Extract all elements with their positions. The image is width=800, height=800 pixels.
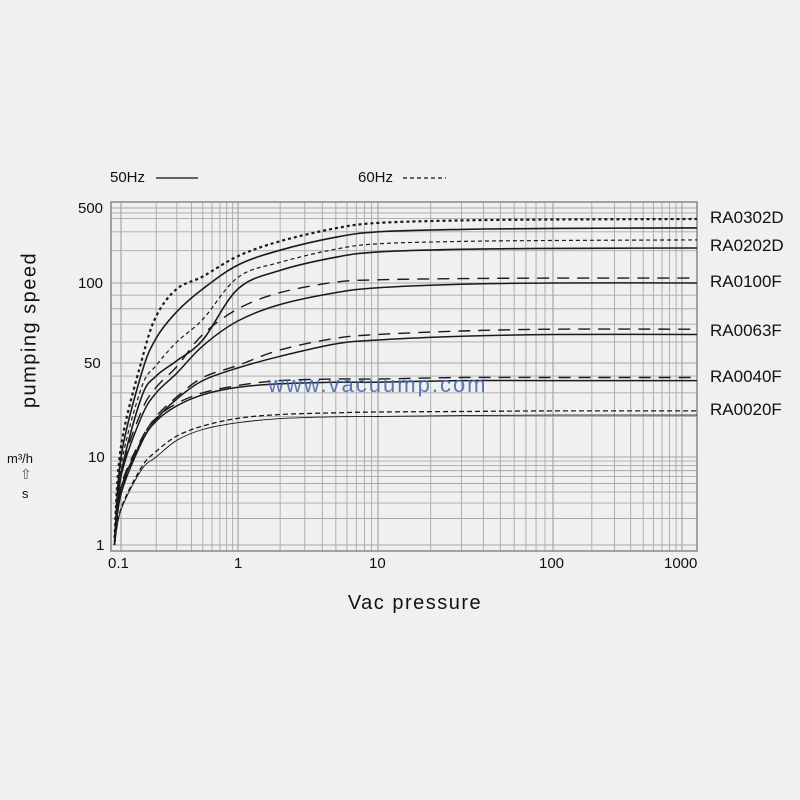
curve-ra0302d-50hz: [113, 227, 698, 546]
y-tick-label: 500: [78, 200, 104, 217]
y-tick-label: 100: [78, 275, 104, 292]
y-unit-alt-label: s: [22, 486, 29, 501]
curve-label-ra0202d: RA0202D: [710, 236, 784, 255]
legend-50hz-label: 50Hz: [110, 169, 146, 186]
curve-ra0100f-60hz: [113, 277, 698, 542]
curve-ra0202d-60hz: [113, 239, 698, 546]
y-tick-label: 10: [88, 449, 105, 466]
x-tick-label: 1: [234, 555, 243, 572]
curve-label-ra0100f: RA0100F: [710, 272, 782, 291]
curve-label-ra0063f: RA0063F: [710, 321, 782, 340]
arrow-up-icon: ⇧: [20, 466, 32, 482]
curve-ra0302d-60hz: [113, 217, 698, 539]
plot-frame: [110, 201, 698, 552]
y-tick-label: 50: [84, 355, 101, 372]
x-axis-label: Vac pressure: [347, 592, 483, 614]
curve-ra0040f-50hz: [113, 379, 697, 542]
curve-ra0040f-60hz: [113, 376, 697, 539]
x-tick-label: 1000: [664, 555, 698, 572]
curve-ra0063f-50hz: [113, 333, 698, 546]
y-axis-label: pumping speed: [18, 251, 41, 409]
curve-label-ra0040f: RA0040F: [710, 367, 782, 386]
watermark: www.vacuump.com: [268, 372, 488, 397]
x-tick-label: 0.1: [108, 555, 129, 572]
curve-ra0063f-60hz: [113, 328, 698, 546]
x-tick-label: 100: [539, 555, 565, 572]
curve-ra0020f-60hz: [113, 410, 698, 546]
curve-ra0202d-50hz: [113, 247, 698, 546]
curve-label-ra0020f: RA0020F: [710, 400, 782, 419]
curve-ra0100f-50hz: [113, 282, 698, 546]
curve-ra0020f-50hz: [114, 414, 698, 546]
y-unit-label: m³/h: [7, 451, 33, 466]
x-tick-label: 10: [369, 555, 386, 572]
curve-label-ra0302d: RA0302D: [710, 208, 784, 227]
legend-60hz-label: 60Hz: [358, 169, 394, 186]
y-tick-label: 1: [96, 537, 105, 554]
